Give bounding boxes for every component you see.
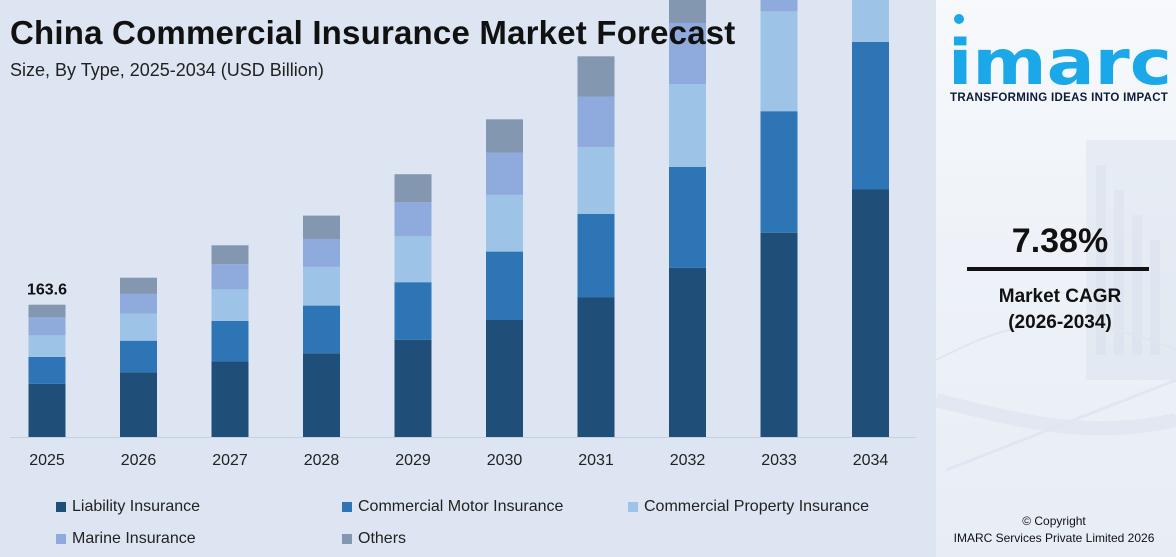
bar-segment	[28, 383, 66, 437]
x-tick-label: 2029	[395, 452, 431, 469]
side-panel: imarc TRANSFORMING IDEAS INTO IMPACT 7.3…	[936, 0, 1176, 557]
bar-segment	[669, 167, 706, 268]
bar-segment	[120, 293, 157, 314]
bar-segment	[669, 23, 706, 85]
logo-tagline: TRANSFORMING IDEAS INTO IMPACT	[950, 92, 1169, 104]
bar-segment	[760, 232, 798, 437]
legend-swatch	[56, 502, 66, 512]
bar-segment	[28, 356, 66, 384]
bar-segment	[120, 277, 157, 294]
legend-swatch	[342, 534, 352, 544]
copyright: © Copyright IMARC Services Private Limit…	[936, 513, 1172, 547]
bar-segment	[577, 297, 615, 437]
legend-swatch	[56, 534, 66, 544]
bar-segment	[486, 320, 523, 437]
bar-segment	[211, 264, 249, 290]
legend-item: Liability Insurance	[56, 498, 200, 516]
bar-segment	[394, 339, 432, 437]
bar-segment	[486, 152, 523, 195]
legend-item: Commercial Motor Insurance	[342, 498, 563, 516]
bar-segment	[211, 289, 249, 321]
x-tick-label: 2026	[121, 452, 157, 469]
chart-plot: 2025 163.6 2026 2027 2028 2029 2030 2031 2032 203…	[10, 0, 916, 469]
legend-swatch	[342, 502, 352, 512]
bar-segment	[303, 215, 340, 239]
data-label: 163.6	[27, 282, 67, 299]
bar-segment	[120, 313, 157, 341]
copyright-company: IMARC Services Private Limited 2026	[953, 531, 1155, 545]
bar-segment	[852, 0, 889, 42]
bar-segment	[669, 0, 706, 23]
bar-segment	[394, 174, 432, 203]
bar-segment	[669, 267, 706, 437]
chart-panel: 2025 163.6 2026 2027 2028 2029 2030 2031 2032 203…	[0, 0, 936, 557]
cagr-label-title: Market CAGR	[998, 286, 1122, 307]
logo-wordmark: imarc	[948, 26, 1172, 90]
x-tick-label: 2034	[853, 452, 889, 469]
legend-item: Commercial Property Insurance	[628, 498, 869, 516]
copyright-line: © Copyright	[1022, 514, 1086, 528]
legend-swatch	[628, 502, 638, 512]
bar-segment	[211, 320, 249, 362]
bar-segment	[852, 41, 889, 190]
bar-segment	[760, 11, 798, 112]
legend-label: Liability Insurance	[72, 498, 201, 515]
bar-segment	[669, 84, 706, 167]
bar-segment	[394, 236, 432, 283]
background-chart-graphic	[936, 140, 1176, 472]
bar-segment	[852, 189, 889, 437]
bar-segment	[394, 202, 432, 237]
x-tick-label: 2032	[670, 452, 706, 469]
x-tick-label: 2031	[578, 452, 614, 469]
cagr-label-period: (2026-2034)	[1008, 312, 1112, 333]
legend-label: Commercial Property Insurance	[644, 498, 869, 515]
x-tick-label: 2028	[304, 452, 340, 469]
chart-title: China Commercial Insurance Market Foreca…	[10, 14, 736, 51]
x-tick-label: 2033	[761, 452, 797, 469]
bar-segment	[577, 96, 615, 148]
chart-legend: Liability Insurance Commercial Motor Insu…	[56, 498, 926, 554]
bar-segment	[303, 353, 340, 437]
bar-segment	[486, 251, 523, 320]
bar-segment	[760, 111, 798, 233]
bar-segment	[211, 245, 249, 265]
legend-item: Others	[342, 530, 406, 548]
chart-subtitle: Size, By Type, 2025-2034 (USD Billion)	[10, 60, 324, 80]
x-tick-label: 2025	[29, 452, 65, 469]
bar-segment	[760, 0, 798, 12]
cagr-value: 7.38%	[1011, 222, 1109, 260]
bar-segment	[486, 119, 523, 153]
legend-item: Marine Insurance	[56, 530, 196, 548]
bar-segment	[486, 194, 523, 252]
bar-segment	[394, 282, 432, 340]
bar-segment	[577, 56, 615, 97]
bar-segment	[120, 372, 157, 437]
bar-segment	[211, 361, 249, 437]
bar-segment	[120, 340, 157, 373]
bar-segment	[577, 213, 615, 298]
legend-label: Marine Insurance	[72, 530, 196, 547]
cagr-label: Market CAGR (2026-2034)	[936, 284, 1176, 336]
x-tick-label: 2030	[487, 452, 523, 469]
cagr-divider	[967, 267, 1149, 271]
bar-segment	[303, 266, 340, 306]
bar-segment	[28, 317, 66, 336]
bar-segment	[577, 147, 615, 214]
logo-dot-icon	[954, 14, 964, 24]
bar-segment	[28, 335, 66, 357]
bar-segment	[28, 304, 66, 318]
bar-segment	[303, 239, 340, 267]
imarc-logo: imarc	[948, 14, 1172, 90]
bar-segment	[303, 305, 340, 354]
legend-label: Others	[358, 530, 407, 547]
legend-label: Commercial Motor Insurance	[358, 498, 564, 515]
x-tick-label: 2027	[212, 452, 248, 469]
